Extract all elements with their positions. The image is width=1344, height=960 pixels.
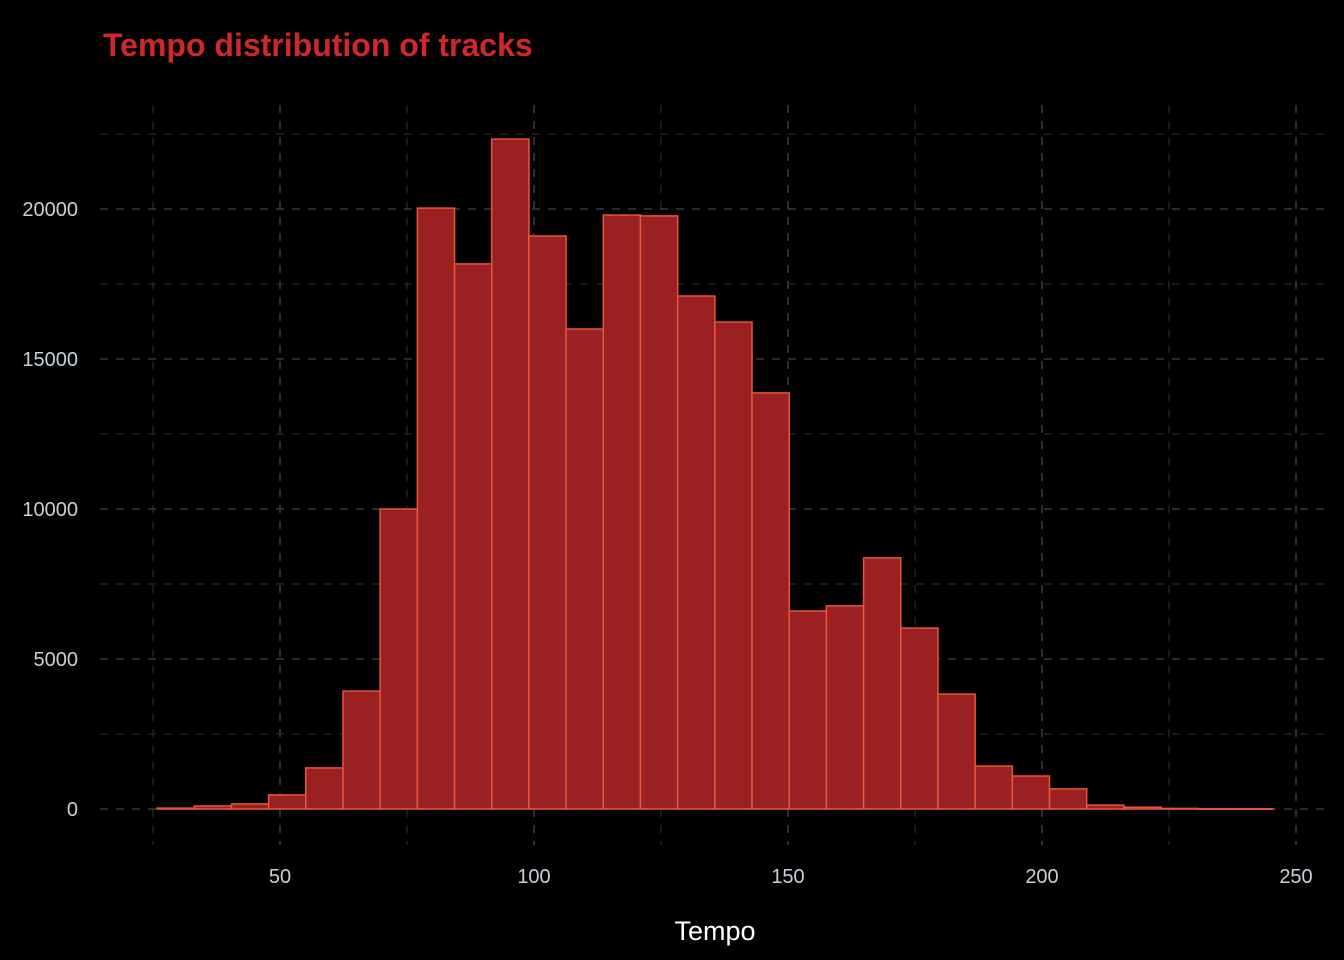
y-tick-label: 20000 [22,199,78,221]
histogram-bar [305,767,344,810]
histogram-bar [193,805,233,810]
histogram-bar [1123,806,1162,810]
y-tick-label: 10000 [22,499,78,521]
chart-title: Tempo distribution of tracks [103,27,533,63]
histogram-bar [565,328,605,810]
histogram-bar [1234,807,1274,810]
histogram-bar [714,321,753,810]
histogram-bar [267,794,307,810]
histogram-bar [230,803,270,810]
histogram-bar [1160,807,1200,810]
x-tick-label: 100 [517,866,550,888]
histogram-bar [156,807,195,810]
x-tick-label: 150 [771,866,804,888]
x-tick-label: 200 [1025,866,1058,888]
histogram-bar [788,610,828,810]
histogram-bar [676,295,716,810]
histogram-bar [490,138,530,810]
histogram-bar [416,207,456,810]
histogram-bar [453,263,493,810]
histogram-bar [342,690,381,810]
bars [156,138,1274,810]
histogram-bar [937,693,976,810]
y-tick-label: 0 [67,799,78,821]
histogram-bar [602,214,642,810]
histogram-bar [1011,775,1051,810]
y-tick-label: 5000 [34,649,79,671]
y-tick-labels: 0 5000 10000 15000 20000 [22,199,78,821]
x-tick-labels: 50 100 150 200 250 [269,866,1313,888]
histogram-bar [379,508,419,810]
histogram-bar [1085,804,1125,810]
histogram-bar [900,627,939,810]
histogram-bar [528,235,567,810]
y-tick-label: 15000 [22,349,78,371]
x-tick-label: 50 [269,866,291,888]
histogram-bar [639,215,679,810]
histogram-bar [1048,788,1088,810]
histogram-bar [1197,807,1237,810]
x-tick-label: 250 [1279,866,1312,888]
histogram-bar [974,765,1014,810]
histogram-bar [862,557,902,810]
histogram-bar [751,392,790,810]
x-axis-label: Tempo [674,916,755,946]
histogram-bar [825,605,865,810]
